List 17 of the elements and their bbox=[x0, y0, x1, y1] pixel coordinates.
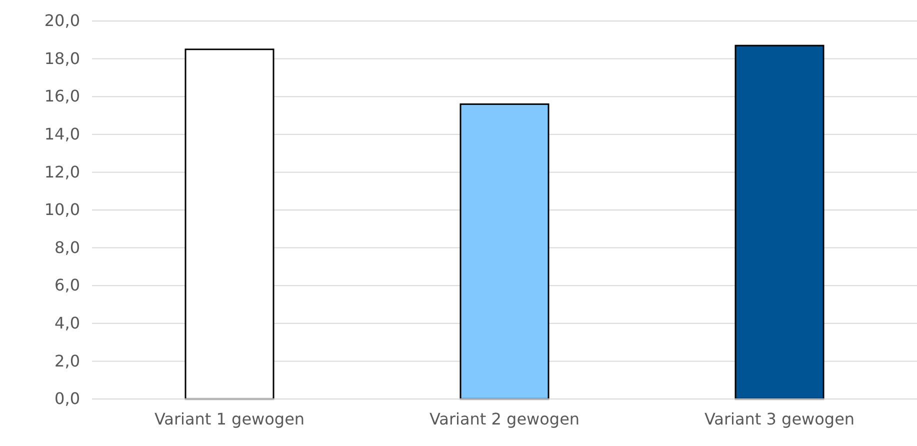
y-tick-label: 10,0 bbox=[44, 200, 80, 220]
bar bbox=[734, 44, 824, 400]
y-tick-label: 12,0 bbox=[44, 162, 80, 182]
y-tick-label: 4,0 bbox=[54, 314, 80, 333]
y-tick-label: 20,0 bbox=[44, 11, 80, 30]
x-tick-label: Variant 1 gewogen bbox=[154, 409, 305, 428]
y-tick-label: 0,0 bbox=[54, 389, 80, 408]
x-tick-label: Variant 3 gewogen bbox=[704, 409, 855, 428]
y-tick-label: 8,0 bbox=[54, 238, 80, 257]
x-tick-label: Variant 2 gewogen bbox=[429, 409, 580, 428]
y-tick-label: 6,0 bbox=[54, 276, 80, 295]
bar bbox=[184, 48, 274, 400]
y-tick-label: 2,0 bbox=[54, 351, 80, 370]
y-tick-label: 16,0 bbox=[44, 86, 80, 106]
y-tick-label: 18,0 bbox=[44, 48, 80, 68]
bar bbox=[460, 103, 550, 400]
y-tick-label: 14,0 bbox=[44, 124, 80, 144]
